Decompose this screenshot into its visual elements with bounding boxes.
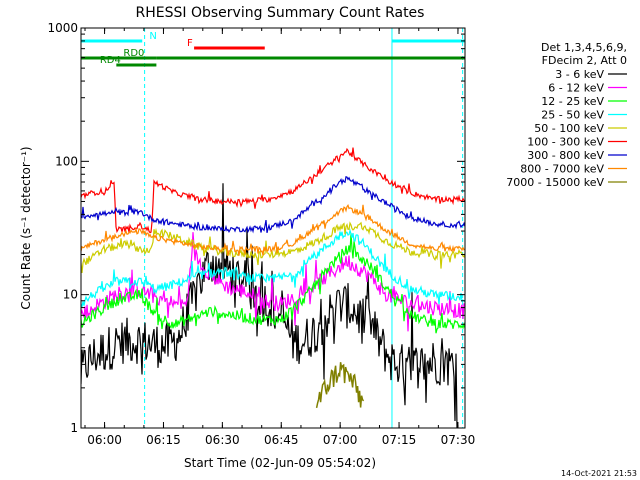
series-line-25-50kev xyxy=(81,228,465,308)
x-tick-label: 07:30 xyxy=(441,433,476,447)
x-axis-title: Start Time (02-Jun-09 05:54:02) xyxy=(184,456,376,470)
legend-header-line: FDecim 2, Att 0 xyxy=(542,54,627,67)
y-tick-label: 1000 xyxy=(47,21,78,35)
x-tick-label: 07:15 xyxy=(382,433,417,447)
plot-frame xyxy=(80,27,466,429)
series-line-3-6kev xyxy=(81,183,458,428)
legend-label: 300 - 800 keV xyxy=(527,149,604,162)
series-line-300-800kev xyxy=(81,176,465,234)
series-line-12-25kev xyxy=(81,233,465,334)
chart-title: RHESSI Observing Summary Count Rates xyxy=(136,5,425,21)
series-line-50-100kev xyxy=(81,221,465,274)
legend-label: 25 - 50 keV xyxy=(541,109,604,122)
legend: Det 1,3,4,5,6,9,FDecim 2, Att 03 - 6 keV… xyxy=(506,41,627,189)
legend-label: 800 - 7000 keV xyxy=(520,163,604,176)
x-tick-label: 07:00 xyxy=(323,433,358,447)
series-line-800-7000kev xyxy=(81,204,465,257)
legend-label: 50 - 100 keV xyxy=(534,122,604,135)
legend-label: 3 - 6 keV xyxy=(555,68,604,81)
flag-label-f: F xyxy=(187,38,193,49)
series-line-6-12kev xyxy=(81,232,465,332)
legend-header-line: Det 1,3,4,5,6,9, xyxy=(541,41,627,54)
y-tick-label: 10 xyxy=(63,288,78,302)
x-tick-label: 06:45 xyxy=(264,433,299,447)
flag-label-n: N xyxy=(149,31,156,42)
legend-label: 7000 - 15000 keV xyxy=(506,176,604,189)
axes: 06:00 06:15 06:30 06:45 07:00 07:15 07:30 1 10 10… xyxy=(47,21,475,447)
legend-label: 12 - 25 keV xyxy=(541,95,604,108)
footer-timestamp: 14-Oct-2021 21:53 xyxy=(561,469,637,478)
y-tick-label: 1 xyxy=(70,421,78,435)
x-tick-label: 06:00 xyxy=(87,433,122,447)
x-tick-label: 06:15 xyxy=(146,433,181,447)
flag-label-rd4: RD4 xyxy=(100,55,121,66)
legend-label: 100 - 300 keV xyxy=(527,136,604,149)
y-tick-label: 100 xyxy=(55,154,78,168)
series-line-100-300kev xyxy=(81,147,465,234)
x-tick-label: 06:30 xyxy=(205,433,240,447)
y-axis-title: Count Rate (s⁻¹ detector⁻¹) xyxy=(19,146,33,309)
series-line-7000-15000kev xyxy=(315,362,365,409)
legend-label: 6 - 12 keV xyxy=(548,82,604,95)
flag-label-rd0: RD0 xyxy=(123,48,144,59)
